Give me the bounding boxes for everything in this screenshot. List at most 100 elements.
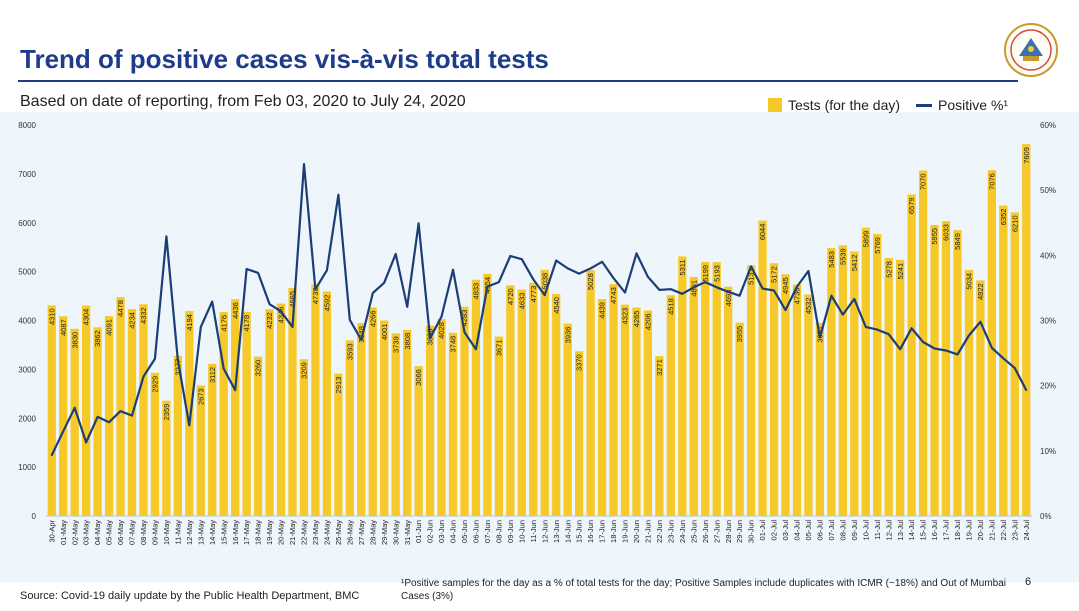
bar — [380, 320, 389, 516]
bar — [265, 309, 274, 516]
x-tick-label: 18-May — [254, 520, 263, 545]
y-tick-label: 2000 — [18, 414, 36, 423]
bar — [162, 400, 171, 516]
bar — [873, 234, 882, 516]
bar-value-label: 4633 — [517, 293, 526, 310]
bar — [586, 270, 595, 516]
bar — [196, 385, 205, 516]
bar — [448, 332, 458, 516]
line-point — [784, 309, 787, 311]
bar-value-label: 3830 — [70, 332, 79, 349]
y-tick-label: 0 — [32, 512, 37, 521]
bar-value-label: 5034 — [965, 273, 974, 290]
line-point — [96, 416, 99, 418]
x-tick-label: 18-Jul — [953, 520, 962, 541]
bar-value-label: 4720 — [506, 288, 515, 305]
y-tick-label: 8000 — [18, 121, 36, 130]
x-tick-label: 17-May — [242, 520, 251, 545]
line-point — [555, 259, 557, 262]
line-point — [211, 300, 214, 303]
x-tick-label: 02-Jul — [770, 520, 779, 541]
bar — [403, 329, 412, 516]
bar-value-label: 3739 — [391, 336, 400, 353]
bar-value-label: 5038 — [540, 273, 549, 290]
bar — [976, 280, 985, 516]
x-tick-label: 30-Apr — [47, 520, 56, 543]
x-tick-label: 05-Jun — [460, 520, 469, 543]
bar-value-label: 4283 — [460, 310, 469, 327]
bar-value-label: 6033 — [942, 224, 951, 241]
line-point — [177, 358, 179, 361]
y2-tick-label: 50% — [1040, 186, 1056, 195]
x-tick-label: 01-May — [59, 520, 68, 545]
bar — [563, 323, 572, 516]
line-point — [417, 222, 420, 225]
x-tick-label: 24-Jul — [1022, 520, 1031, 541]
x-tick-label: 20-May — [277, 520, 286, 545]
bar — [701, 261, 710, 516]
bar-value-label: 3808 — [403, 333, 412, 350]
x-tick-label: 07-May — [128, 520, 137, 545]
bar-value-label: 6044 — [758, 224, 767, 241]
x-tick-label: 11-Jun — [529, 520, 538, 542]
x-tick-label: 12-Jul — [884, 520, 893, 541]
bar-value-label: 5849 — [953, 233, 962, 250]
bar — [815, 322, 825, 516]
x-tick-label: 27-May — [357, 520, 366, 545]
line-point — [222, 367, 225, 370]
line-point — [704, 281, 707, 283]
bar — [334, 373, 343, 516]
x-tick-label: 30-Jun — [747, 520, 756, 543]
y-tick-label: 4000 — [18, 317, 36, 326]
x-tick-label: 11-Jul — [873, 520, 882, 540]
bar-value-label: 4087 — [59, 319, 68, 336]
y-tick-label: 7000 — [18, 170, 36, 179]
y2-tick-label: 30% — [1040, 317, 1056, 326]
line-point — [349, 319, 351, 321]
line-point — [968, 334, 970, 337]
bar-value-label: 4091 — [105, 319, 114, 336]
x-tick-label: 03-Jul — [781, 520, 790, 541]
bar — [689, 276, 698, 516]
bar-value-label: 2929 — [151, 376, 160, 393]
bar — [1022, 144, 1031, 517]
line-point — [864, 326, 867, 328]
legend: Tests (for the day) Positive %¹ — [768, 97, 1008, 113]
bar — [597, 299, 607, 516]
x-tick-label: 26-May — [345, 520, 354, 545]
line-point — [842, 313, 844, 316]
bar — [253, 356, 263, 516]
line-point — [85, 441, 87, 444]
bar — [1010, 212, 1019, 516]
line-point — [922, 341, 924, 343]
line-point — [268, 303, 271, 306]
bar-value-label: 4332 — [139, 307, 148, 324]
x-tick-label: 10-May — [162, 520, 171, 545]
x-tick-label: 04-May — [93, 520, 102, 545]
line-point — [899, 348, 901, 350]
line-point — [830, 294, 833, 297]
bar-value-label: 3936 — [563, 327, 572, 344]
bar-value-label: 5311 — [678, 259, 687, 275]
bar-value-label: 4439 — [598, 302, 607, 319]
line-point — [979, 321, 982, 323]
line-point — [429, 337, 431, 339]
bar — [666, 295, 675, 516]
bar-value-label: 3209 — [300, 362, 309, 379]
bar — [391, 333, 400, 516]
bar — [827, 248, 836, 516]
bar — [368, 307, 377, 516]
line-point — [463, 331, 466, 334]
bar — [735, 322, 744, 516]
bar — [941, 221, 951, 516]
bar-value-label: 4323 — [621, 308, 630, 325]
x-tick-label: 17-Jun — [598, 520, 607, 543]
line-point — [945, 349, 947, 352]
bar-value-label: 4540 — [552, 297, 561, 314]
x-tick-label: 28-Jun — [724, 520, 733, 543]
x-tick-label: 30-May — [391, 520, 400, 545]
footnote: ¹Positive samples for the day as a % of … — [401, 578, 1006, 602]
x-tick-label: 13-Jun — [552, 520, 561, 543]
line-point — [738, 294, 741, 297]
bar — [884, 258, 893, 516]
